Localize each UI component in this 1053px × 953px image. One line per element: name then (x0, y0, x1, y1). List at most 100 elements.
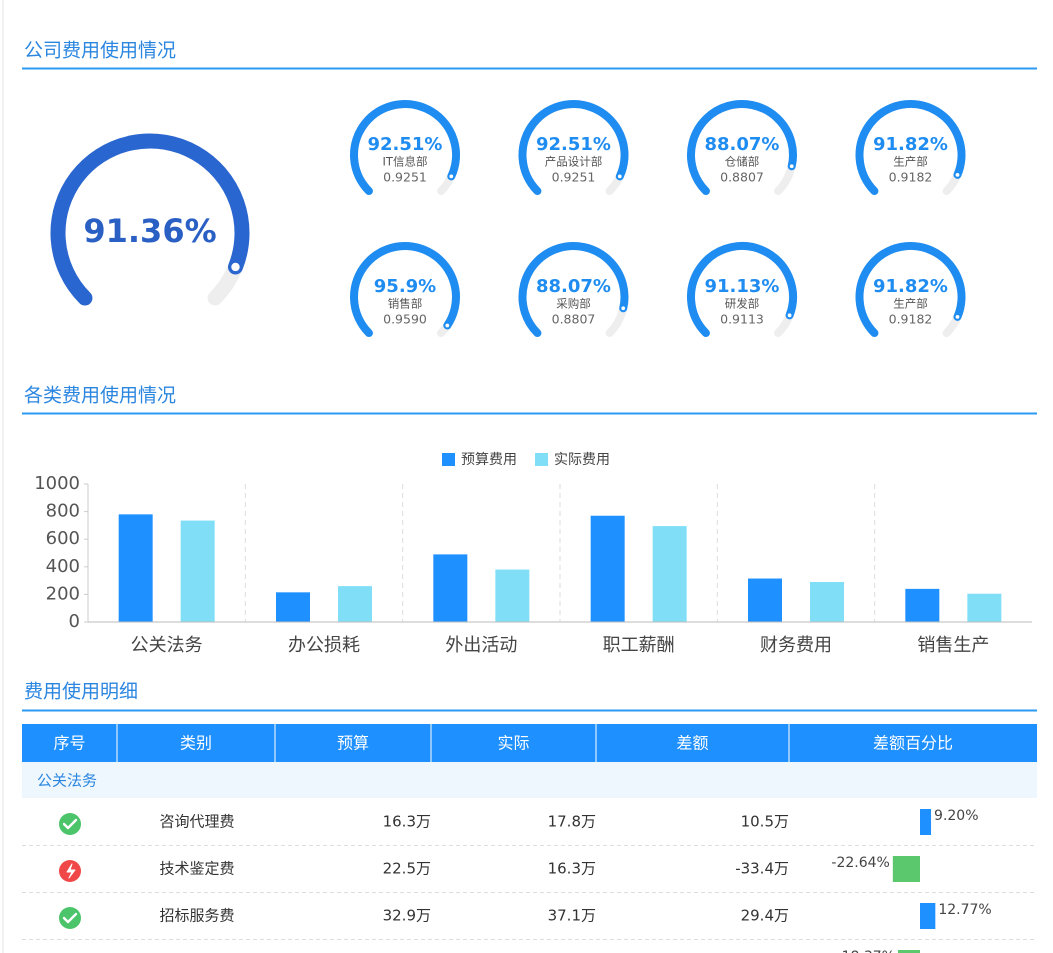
gauge-dot (443, 322, 451, 329)
gauge-ratio: 0.9251 (552, 170, 596, 185)
header-cell: 差额百分比 (873, 734, 953, 753)
bar (590, 515, 625, 622)
legend-swatch (442, 453, 455, 466)
status-glyph (62, 912, 78, 924)
bar (652, 526, 687, 622)
table-header (22, 724, 1037, 762)
group-label: 公关法务 (37, 772, 97, 790)
header-cell: 序号 (53, 734, 85, 753)
section-title: 费用使用明细 (24, 681, 138, 703)
header-cell: 类别 (180, 734, 212, 753)
gauge-value: 91.82% (873, 134, 948, 155)
gauge-arc (350, 100, 460, 196)
legend-label: 实际费用 (554, 452, 610, 468)
bar (276, 592, 310, 622)
gauge-value: 88.07% (536, 276, 611, 297)
x-tick-label: 外出活动 (445, 635, 517, 656)
x-tick-label: 办公损耗 (288, 635, 360, 656)
gauge-name: 仓储部 (725, 155, 760, 169)
gauge-arc (855, 100, 966, 196)
legend-swatch (535, 453, 548, 466)
gauge-dot (786, 311, 793, 319)
gauge-name: IT信息部 (383, 155, 428, 169)
gauge-arc (350, 242, 460, 338)
section-title: 各类费用使用情况 (24, 385, 176, 407)
x-tick-label: 职工薪酬 (603, 635, 675, 656)
gauge-name: 采购部 (556, 297, 591, 311)
gauge-dot (619, 304, 627, 312)
status-icon (59, 813, 81, 835)
status-glyph (66, 863, 76, 879)
gauge-dot (954, 171, 961, 179)
bar (967, 593, 1002, 622)
pct-label: -22.64% (831, 855, 889, 871)
gauge-name: 销售部 (388, 297, 423, 311)
diff-cell: 10.5万 (741, 813, 789, 831)
section-title: 公司费用使用情况 (24, 40, 176, 62)
gauge-dot (954, 313, 961, 321)
bar (495, 569, 530, 622)
status-icon (59, 907, 81, 929)
y-tick-label: 600 (46, 528, 80, 549)
gauge-dot (788, 162, 796, 170)
x-tick-label: 销售生产 (917, 635, 989, 656)
y-tick-label: 200 (46, 583, 80, 604)
y-tick-label: 0 (69, 611, 80, 632)
pct-bar (892, 856, 920, 882)
gauge-ratio: 0.8807 (552, 312, 596, 327)
gauge-arc (50, 133, 250, 306)
category-cell: 咨询代理费 (159, 813, 234, 831)
gauge-value: 88.07% (705, 134, 780, 155)
actual-cell: 37.1万 (548, 907, 596, 925)
budget-cell: 32.9万 (383, 907, 431, 925)
actual-cell: 16.3万 (548, 860, 596, 878)
diff-cell: -33.4万 (735, 860, 789, 878)
gauge-ratio: 0.9182 (889, 170, 933, 185)
bar (748, 578, 782, 622)
gauge-ratio: 0.9182 (889, 312, 933, 327)
status-glyph (62, 818, 78, 830)
pct-bar (920, 809, 932, 835)
y-tick-label: 800 (46, 501, 80, 522)
bar (810, 581, 844, 622)
x-tick-label: 公关法务 (131, 635, 203, 656)
header-cell: 差额 (676, 734, 708, 753)
y-tick-label: 400 (46, 556, 80, 577)
bar (180, 520, 215, 622)
gauge-ratio: 0.9251 (383, 170, 427, 185)
bar (338, 586, 372, 622)
category-cell: 技术鉴定费 (159, 860, 234, 878)
gauge-name: 研发部 (725, 297, 760, 311)
gauge-dot (229, 261, 242, 273)
gauge-ratio: 0.8807 (720, 170, 764, 185)
budget-cell: 16.3万 (383, 813, 431, 831)
gauge-value: 91.36% (83, 212, 216, 250)
gauge-ratio: 0.9590 (383, 312, 427, 327)
gauge-value: 95.9% (374, 276, 436, 297)
gauge-name: 产品设计部 (545, 155, 603, 169)
gauge-value: 91.82% (873, 276, 948, 297)
gauge-dot (447, 172, 455, 180)
gauge-name: 生产部 (893, 297, 928, 311)
pct-label: 9.20% (934, 808, 978, 824)
x-tick-label: 财务费用 (760, 635, 832, 656)
pct-label: -18.37% (837, 949, 895, 953)
budget-cell: 22.5万 (383, 860, 431, 878)
bar (118, 514, 153, 622)
diff-cell: 29.4万 (741, 907, 789, 925)
bar (433, 554, 468, 622)
gauge-dot (616, 172, 624, 180)
gauge-value: 91.13% (705, 276, 780, 297)
gauge-value: 92.51% (536, 134, 611, 155)
legend-label: 预算费用 (461, 452, 517, 468)
gauge-arc (518, 100, 629, 196)
pct-bar (920, 903, 936, 929)
pct-bar (897, 950, 920, 953)
gauge-arc (855, 242, 966, 338)
group-row (22, 762, 1037, 798)
gauge-ratio: 0.9113 (720, 312, 764, 327)
header-cell: 实际 (497, 734, 529, 753)
bar (905, 588, 940, 622)
